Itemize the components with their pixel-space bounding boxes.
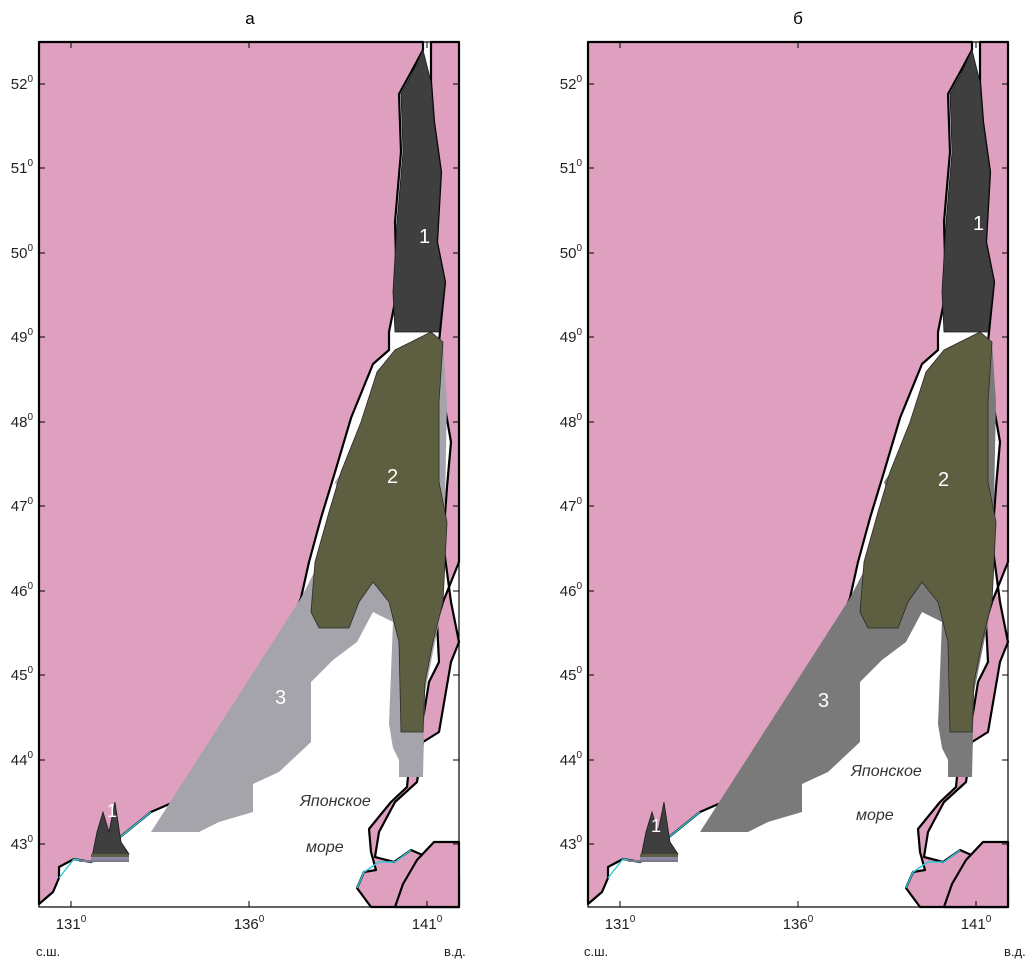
y-tick-label-a: 500 — [11, 243, 34, 262]
y-tick-label-a: 490 — [11, 327, 34, 346]
y-tick-label-a: 460 — [11, 581, 34, 600]
y-tick-label-b: 460 — [560, 581, 583, 600]
y-tick-label-a: 520 — [11, 74, 34, 93]
lat-label-b: с.ш. — [584, 944, 608, 959]
sea-name-line1-a: Японское — [299, 793, 371, 810]
panel-a — [37, 40, 461, 909]
panel-a-geography — [37, 40, 461, 909]
y-tick-label-a: 480 — [11, 412, 34, 431]
panel-a-title: а — [245, 9, 255, 28]
x-tick-label-b: 1360 — [783, 914, 814, 933]
y-tick-label-a: 440 — [11, 750, 34, 769]
panel-b-geography — [586, 40, 1010, 909]
panel-b — [586, 40, 1010, 909]
y-tick-label-b: 470 — [560, 496, 583, 515]
sea-name-line1-b: Японское — [850, 763, 922, 780]
zone2-label-b: 2 — [938, 469, 949, 491]
x-tick-label-b: 1410 — [961, 914, 992, 933]
x-tick-label-b: 1310 — [605, 914, 636, 933]
panel-b-title: б — [793, 9, 803, 28]
y-tick-label-b: 520 — [560, 74, 583, 93]
y-tick-label-a: 470 — [11, 496, 34, 515]
y-tick-label-a: 450 — [11, 665, 34, 684]
zone3-label-a: 3 — [275, 687, 286, 709]
y-tick-label-b: 430 — [560, 834, 583, 853]
x-tick-label-a: 1360 — [234, 914, 265, 933]
zone1-label-north-b: 1 — [973, 213, 984, 235]
zone1-label-south-a: 1 — [107, 801, 117, 821]
zone2-label-a: 2 — [387, 466, 398, 488]
x-tick-label-a: 1310 — [56, 914, 87, 933]
y-tick-label-a: 430 — [11, 834, 34, 853]
y-tick-label-a: 510 — [11, 158, 34, 177]
lon-label-a: в.д. — [444, 944, 466, 959]
zone1-label-south-b: 1 — [651, 816, 661, 836]
lon-label-b: в.д. — [1004, 944, 1026, 959]
zone1-label-north-a: 1 — [419, 226, 430, 248]
y-tick-label-b: 440 — [560, 750, 583, 769]
sea-name-line2-b: море — [856, 807, 894, 824]
y-tick-label-b: 510 — [560, 158, 583, 177]
zone3-label-b: 3 — [818, 690, 829, 712]
y-tick-label-b: 500 — [560, 243, 583, 262]
lat-label-a: с.ш. — [36, 944, 60, 959]
y-tick-label-b: 490 — [560, 327, 583, 346]
x-tick-label-a: 1410 — [412, 914, 443, 933]
sea-name-line2-a: море — [306, 839, 344, 856]
y-tick-label-b: 480 — [560, 412, 583, 431]
y-tick-label-b: 450 — [560, 665, 583, 684]
